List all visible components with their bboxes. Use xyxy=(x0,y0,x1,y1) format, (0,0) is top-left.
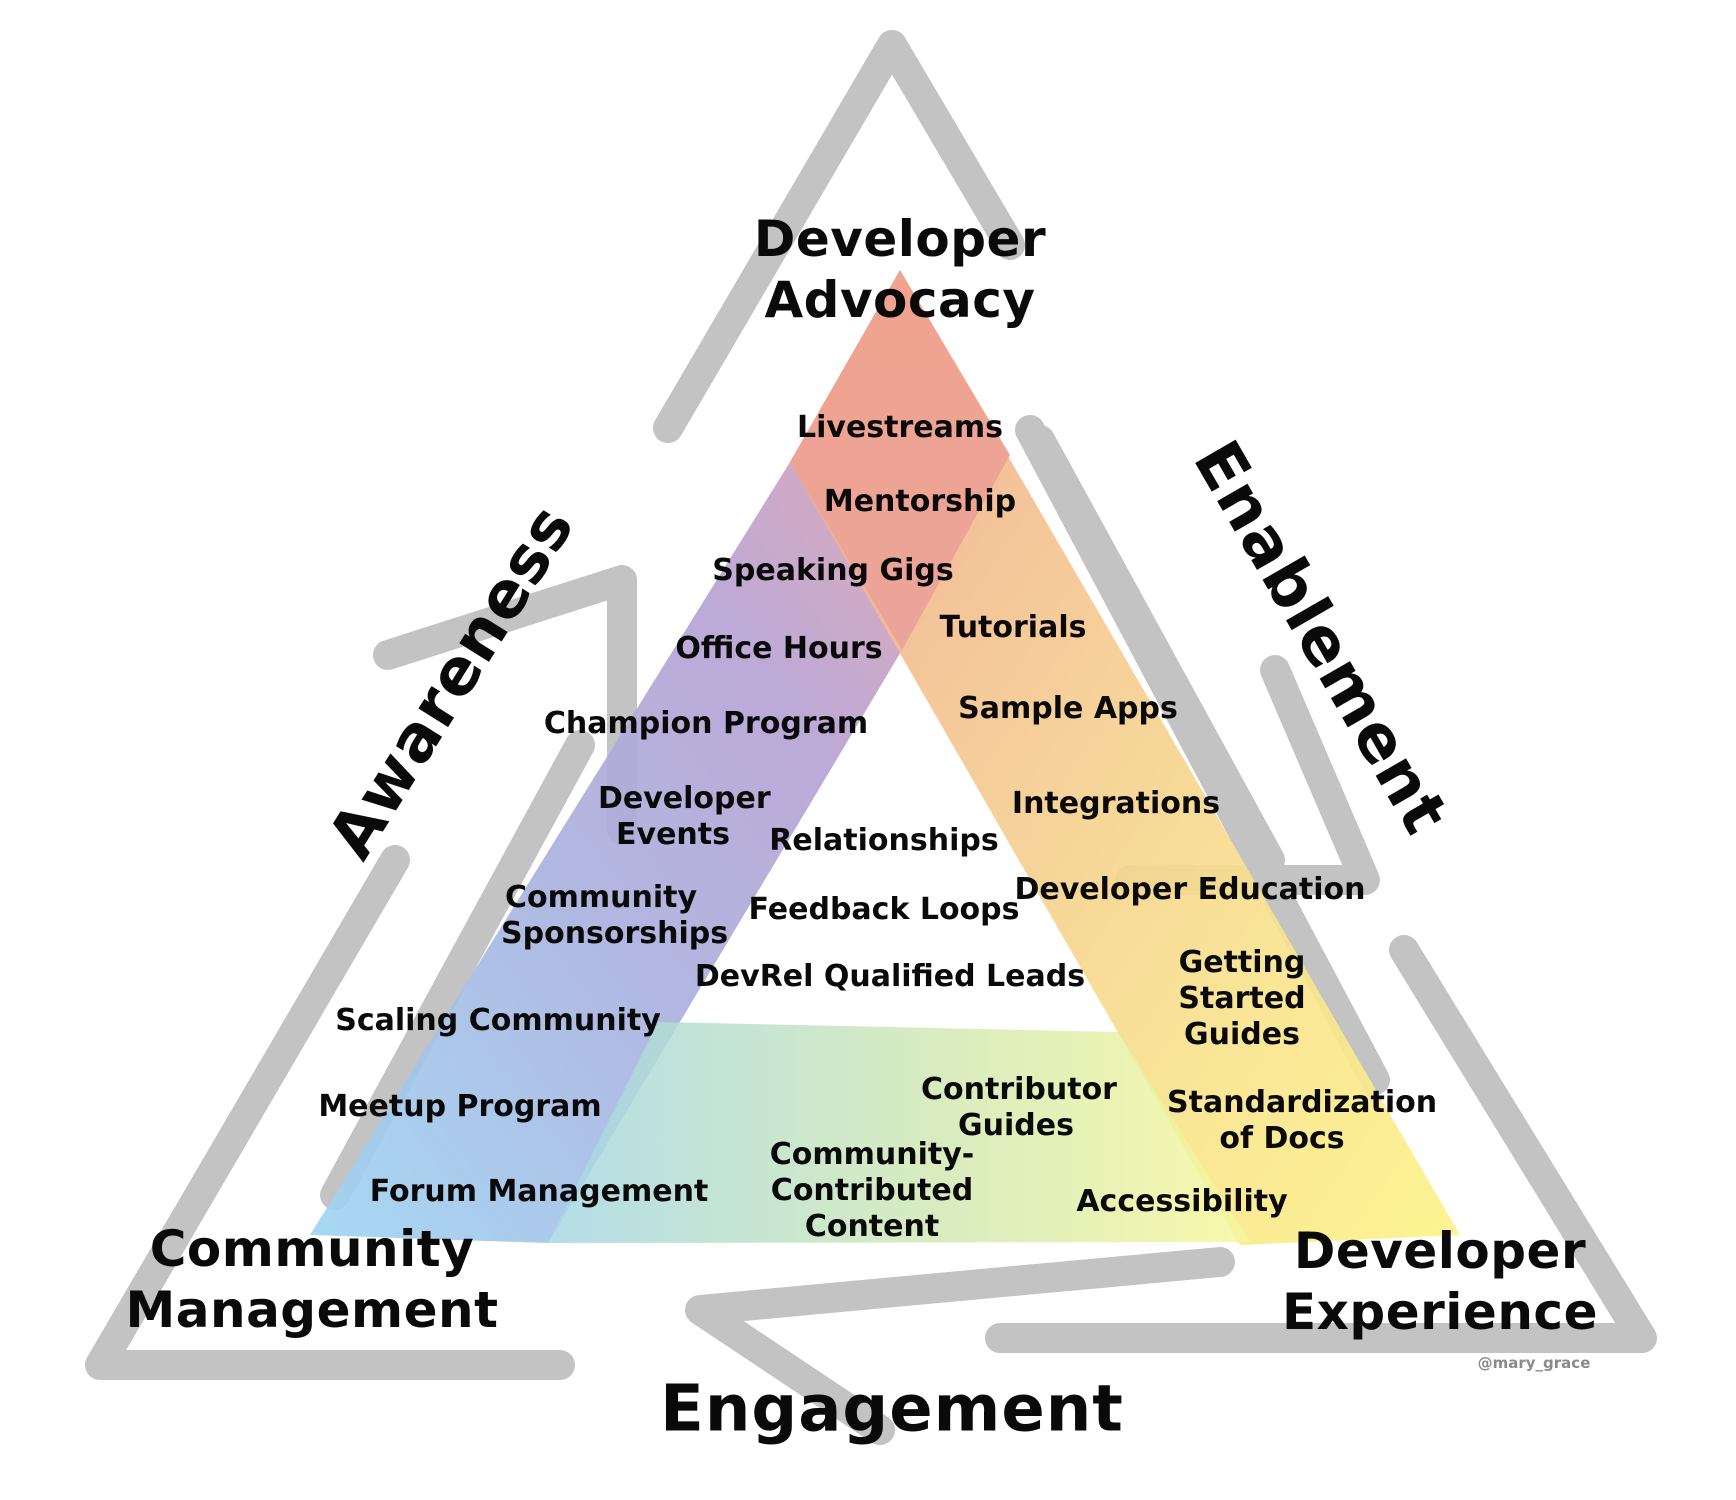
corner-top-line-2: Advocacy xyxy=(764,271,1036,329)
colored-triangle-bands xyxy=(310,270,1460,1245)
corner-bottom-right-line-2: Experience xyxy=(1282,1283,1598,1341)
arrow-top-left xyxy=(653,30,1025,443)
corner-label-community-management: Community Management xyxy=(125,1219,498,1341)
item-devrel-qualified-leads: DevRel Qualified Leads xyxy=(694,959,1086,994)
side-label-engagement: Engagement xyxy=(660,1372,1124,1447)
item-champion-program: Champion Program xyxy=(543,706,869,741)
item-feedback-loops: Feedback Loops xyxy=(748,892,1020,927)
item-forum-management: Forum Management xyxy=(369,1174,709,1209)
corner-label-developer-experience: Developer Experience xyxy=(1282,1221,1598,1343)
arrow-inner-right xyxy=(1015,415,1390,1095)
corner-label-developer-advocacy: Developer Advocacy xyxy=(754,209,1046,331)
arrowhead-engagement xyxy=(685,1247,1235,1445)
arrow-bottom-left xyxy=(85,845,575,1380)
item-integrations: Integrations xyxy=(1011,786,1221,821)
arrow-inner-left xyxy=(320,730,595,1210)
arrow-right-bottom xyxy=(985,935,1657,1353)
corner-top-line-1: Developer xyxy=(753,210,1047,268)
item-mentorship: Mentorship xyxy=(823,484,1017,519)
item-livestreams: Livestreams xyxy=(796,410,1004,445)
cycle-arrows xyxy=(85,30,1657,1445)
item-meetup-program: Meetup Program xyxy=(318,1089,602,1124)
item-speaking-gigs: Speaking Gigs xyxy=(712,553,954,588)
item-scaling-community: Scaling Community xyxy=(335,1003,661,1038)
band-engagement xyxy=(548,1022,1250,1243)
item-developer-education: Developer Education xyxy=(1014,872,1366,907)
item-getting-started-guides: Getting Started Guides xyxy=(1178,945,1306,1052)
item-developer-events: Developer Events xyxy=(598,781,771,852)
band-advocacy xyxy=(790,270,1010,650)
item-sample-apps: Sample Apps xyxy=(958,691,1178,726)
item-relationships: Relationships xyxy=(769,823,999,858)
band-community xyxy=(310,462,902,1243)
item-contributor-guides: Contributor Guides xyxy=(921,1072,1117,1143)
corner-bottom-left-line-1: Community xyxy=(149,1220,475,1278)
item-community-sponsorships: Community Sponsorships xyxy=(501,880,729,951)
item-community-contributed-content: Community-Contributed Content xyxy=(769,1137,975,1244)
author-credit: @mary_grace xyxy=(1477,1354,1591,1372)
corner-bottom-left-line-2: Management xyxy=(125,1281,499,1339)
corner-bottom-right-line-1: Developer xyxy=(1293,1222,1587,1280)
item-tutorials: Tutorials xyxy=(939,610,1087,645)
item-standardization-of-docs: Standardization of Docs xyxy=(1167,1085,1438,1156)
item-accessibility: Accessibility xyxy=(1076,1184,1288,1219)
item-office-hours: Office Hours xyxy=(675,631,883,666)
